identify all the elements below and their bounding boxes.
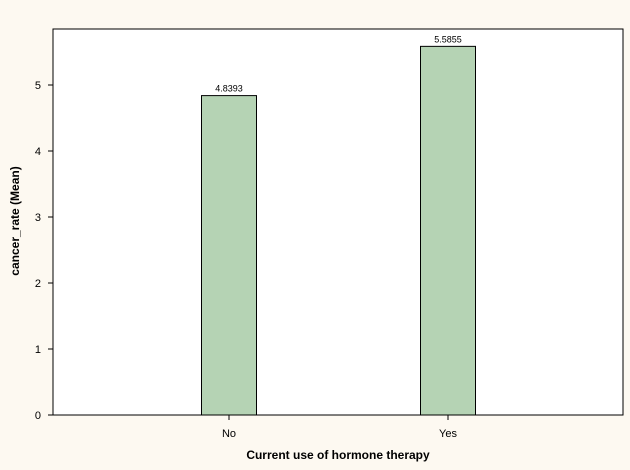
y-axis-title: cancer_rate (Mean) bbox=[8, 166, 22, 275]
bar-value-label: 4.8393 bbox=[215, 84, 243, 94]
x-tick-label: No bbox=[222, 428, 236, 440]
plot-area bbox=[52, 28, 624, 416]
value-labels-group: 4.8393 5.5855 bbox=[215, 34, 462, 93]
y-tick-label: 2 bbox=[35, 278, 41, 290]
x-axis-title: Current use of hormone therapy bbox=[246, 448, 430, 462]
x-axis: No Yes bbox=[222, 415, 457, 440]
bars-group bbox=[201, 45, 476, 416]
y-tick-label: 3 bbox=[35, 212, 41, 224]
y-axis: 0 1 2 3 4 5 bbox=[35, 80, 53, 422]
x-tick-label: Yes bbox=[439, 428, 457, 440]
y-tick-label: 0 bbox=[35, 410, 41, 422]
bar bbox=[201, 95, 257, 416]
bar-value-label: 5.5855 bbox=[434, 34, 462, 44]
y-tick-label: 4 bbox=[35, 146, 41, 158]
y-tick-label: 5 bbox=[35, 80, 41, 92]
bar bbox=[420, 45, 476, 416]
y-tick-label: 1 bbox=[35, 344, 41, 356]
